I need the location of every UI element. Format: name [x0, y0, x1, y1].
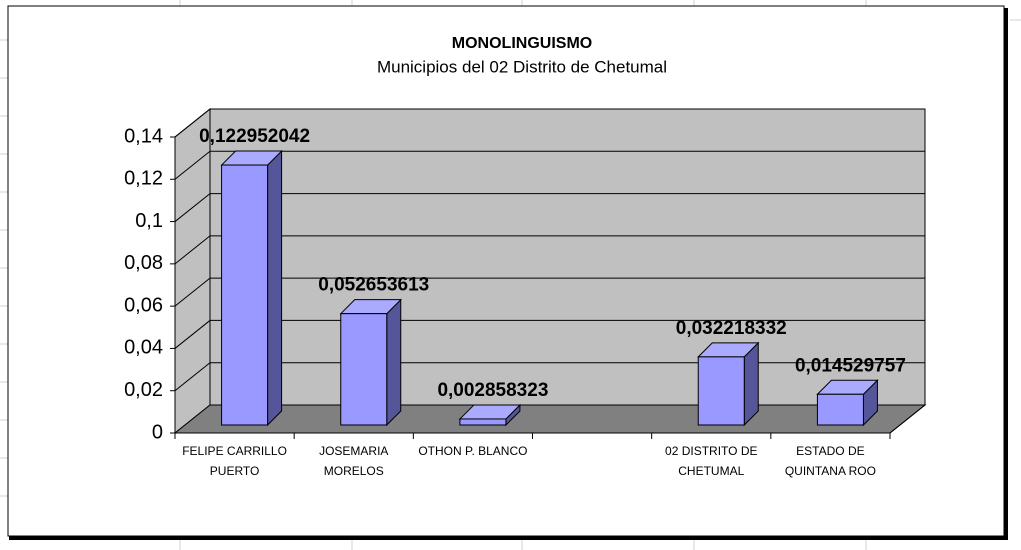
grid-line: [174, 150, 925, 180]
x-tick-label: OTHON P. BLANCO: [418, 444, 528, 458]
value-label: 0,122952042: [199, 126, 310, 147]
y-tick-label: 0,04: [124, 337, 163, 359]
bar: [697, 356, 745, 426]
bar-side: [267, 149, 283, 427]
floor: [173, 404, 927, 434]
bar: [221, 164, 269, 426]
value-label: 0,014529757: [795, 355, 906, 376]
x-tick-label: FELIPE CARRILLO PUERTO: [182, 444, 287, 478]
bar: [340, 313, 388, 426]
y-tick-label: 0,02: [124, 379, 163, 401]
x-axis-depth: [889, 404, 926, 434]
grid-line: [174, 319, 925, 349]
x-tick-label: 02 DISTRITO DE CHETUMAL: [665, 444, 758, 478]
x-tick-label: JOSEMARIA MORELOS: [319, 444, 389, 478]
value-label: 0,002858323: [437, 380, 548, 401]
bar: [459, 418, 507, 426]
chart-title: MONOLINGUISMO: [452, 35, 592, 52]
grid-line: [174, 362, 925, 392]
grid-line: [174, 108, 925, 138]
bar-side: [386, 298, 402, 427]
value-label: 0,032218332: [676, 318, 787, 339]
chart-subtitle: Municipios del 02 Distrito de Chetumal: [377, 57, 667, 76]
value-label: 0,052653613: [318, 275, 429, 296]
y-tick-label: 0: [152, 421, 163, 443]
y-tick-label: 0,06: [124, 294, 163, 316]
y-tick-label: 0,12: [124, 168, 163, 190]
grid-line: [174, 277, 925, 307]
y-tick-label: 0,08: [124, 252, 163, 274]
bar: [816, 393, 864, 426]
side-wall: [174, 107, 211, 435]
grid-line: [174, 235, 925, 265]
y-tick-label: 0,1: [135, 210, 163, 232]
y-tick-label: 0,14: [124, 125, 163, 147]
x-tick-label: ESTADO DE QUINTANA ROO: [784, 444, 876, 478]
grid-line: [174, 193, 925, 222]
